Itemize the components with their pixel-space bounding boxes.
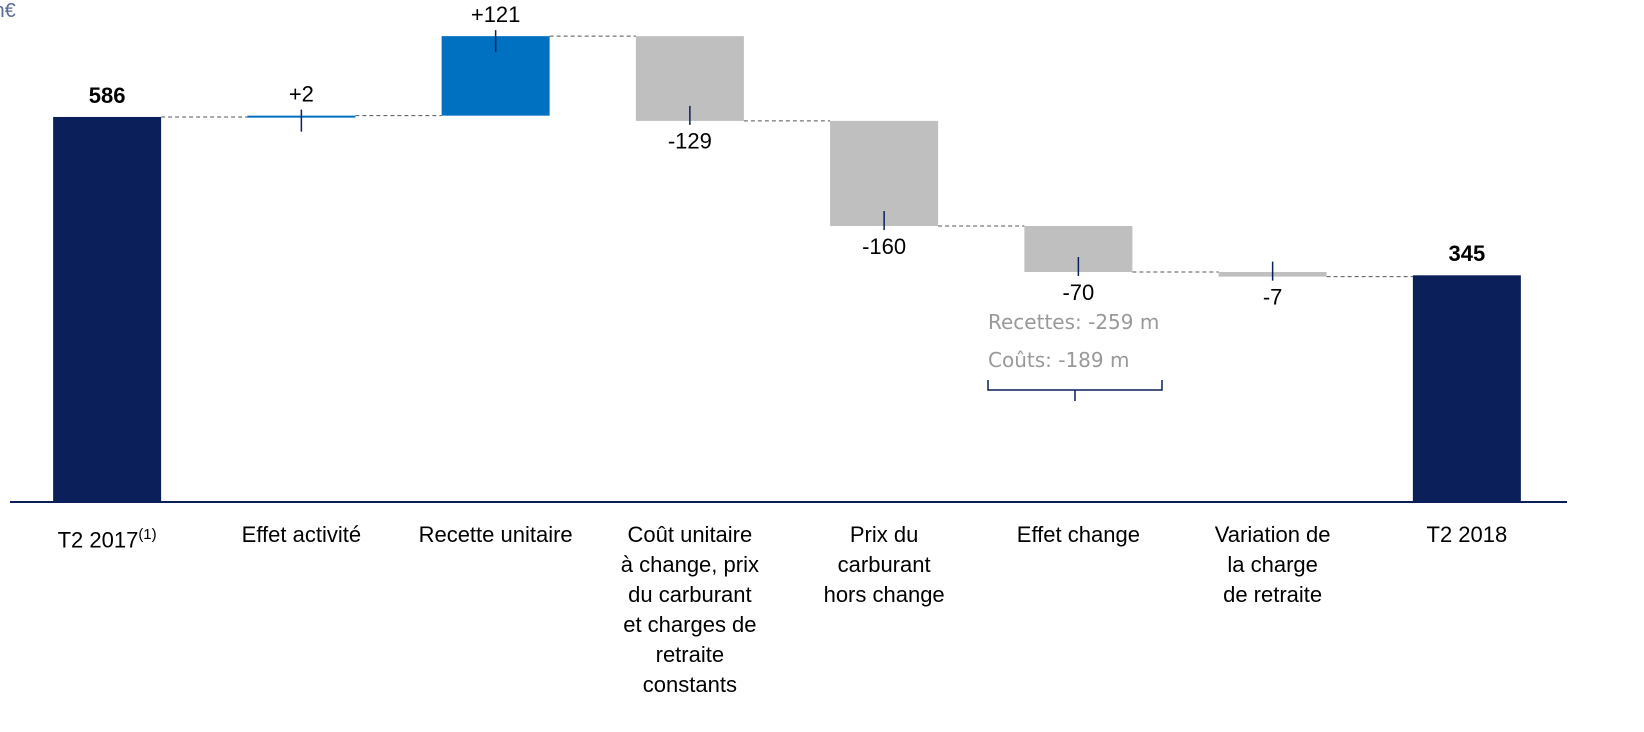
brace [987,380,1163,401]
category-text: Variation de la charge de retraite [1214,522,1331,607]
category-text: Coût unitaire à change, prix du carburan… [620,522,759,697]
value-label: -160 [862,234,906,259]
unit-label: m€ [0,0,16,22]
category-text: Recette unitaire [418,522,573,547]
value-label: -129 [668,129,712,154]
value-label: 586 [89,83,126,108]
value-label: -70 [1062,280,1094,305]
bar [53,116,162,502]
category-label: T2 2018 [1370,520,1564,550]
value-label: -7 [1263,284,1283,309]
category-text: Effet change [1016,522,1140,547]
value-label: +2 [289,81,314,106]
category-label: Effet activité [204,520,398,550]
footnote-mark: (1) [138,526,157,543]
category-text: Prix du carburant hors change [823,522,945,607]
category-label: Prix du carburant hors change [787,520,981,610]
category-text: T2 2017 [57,527,139,553]
bar [830,120,939,227]
annotation: Coûts: -189 m [988,348,1130,372]
category-label: Recette unitaire [399,520,593,550]
category-text: Effet activité [241,522,362,547]
category-label: Coût unitaire à change, prix du carburan… [593,520,787,700]
category-text: T2 2018 [1426,522,1508,547]
value-label: +121 [471,2,521,27]
category-label: Effet change [981,520,1175,550]
bar [1412,275,1521,502]
category-label: Variation de la charge de retraite [1176,520,1370,610]
value-label: 345 [1449,241,1486,266]
category-label: T2 2017(1) [10,520,204,555]
annotation: Recettes: -259 m [988,310,1160,334]
